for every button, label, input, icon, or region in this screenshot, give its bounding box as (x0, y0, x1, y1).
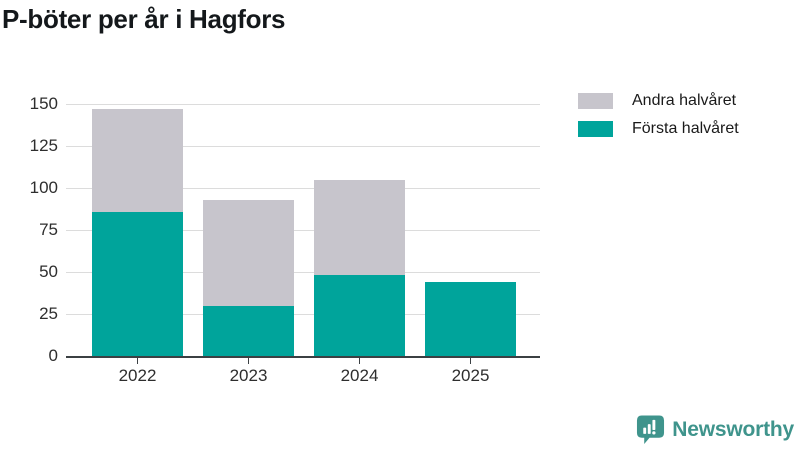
brand-name: Newsworthy (672, 417, 794, 441)
y-tick-label-50: 50 (39, 262, 58, 281)
bar-2025-f-rsta-halv-ret (425, 282, 516, 356)
legend-label-andra-halvaret: Andra halvåret (632, 92, 737, 109)
gridline-125 (66, 145, 540, 147)
gridline-150 (66, 103, 540, 105)
y-tick-label-75: 75 (39, 220, 58, 239)
bar-2022-f-rsta-halv-ret (92, 211, 183, 356)
x-tick-label-2025: 2025 (451, 366, 490, 385)
bar-2024-andra-halv-ret (314, 179, 405, 276)
gridline-25 (66, 313, 540, 315)
y-tick-label-125: 125 (29, 136, 58, 155)
bar-2023-andra-halv-ret (203, 199, 294, 306)
chart-title: P-böter per år i Hagfors (2, 4, 286, 34)
gridline-50 (66, 271, 540, 273)
legend: Andra halvåret Första halvåret (578, 92, 739, 138)
x-tick-2025 (469, 357, 472, 364)
y-tick-label-150: 150 (29, 94, 58, 113)
legend-label-forsta-halvaret: Första halvåret (632, 120, 739, 137)
y-tick-label-25: 25 (39, 304, 58, 323)
bar-2024-f-rsta-halv-ret (314, 275, 405, 356)
legend-item-forsta-halvaret: Första halvåret (578, 120, 739, 138)
x-tick-2022 (136, 357, 139, 364)
y-tick-label-0: 0 (48, 346, 58, 365)
x-tick-2023 (247, 357, 250, 364)
brand-logo: Newsworthy (636, 414, 794, 445)
x-axis-line (66, 355, 540, 358)
x-tick-label-2022: 2022 (118, 366, 157, 385)
legend-swatch-forsta-halvaret (578, 121, 613, 137)
x-tick-label-2024: 2024 (340, 366, 379, 385)
legend-item-andra-halvaret: Andra halvåret (578, 92, 739, 110)
bar-2023-f-rsta-halv-ret (203, 305, 294, 356)
x-tick-2024 (358, 357, 361, 364)
y-tick-label-100: 100 (29, 178, 58, 197)
bar-2022-andra-halv-ret (92, 109, 183, 212)
legend-swatch-andra-halvaret (578, 93, 613, 109)
x-tick-label-2023: 2023 (229, 366, 268, 385)
newsworthy-icon (637, 415, 665, 444)
gridline-100 (66, 187, 540, 189)
gridline-75 (66, 229, 540, 231)
